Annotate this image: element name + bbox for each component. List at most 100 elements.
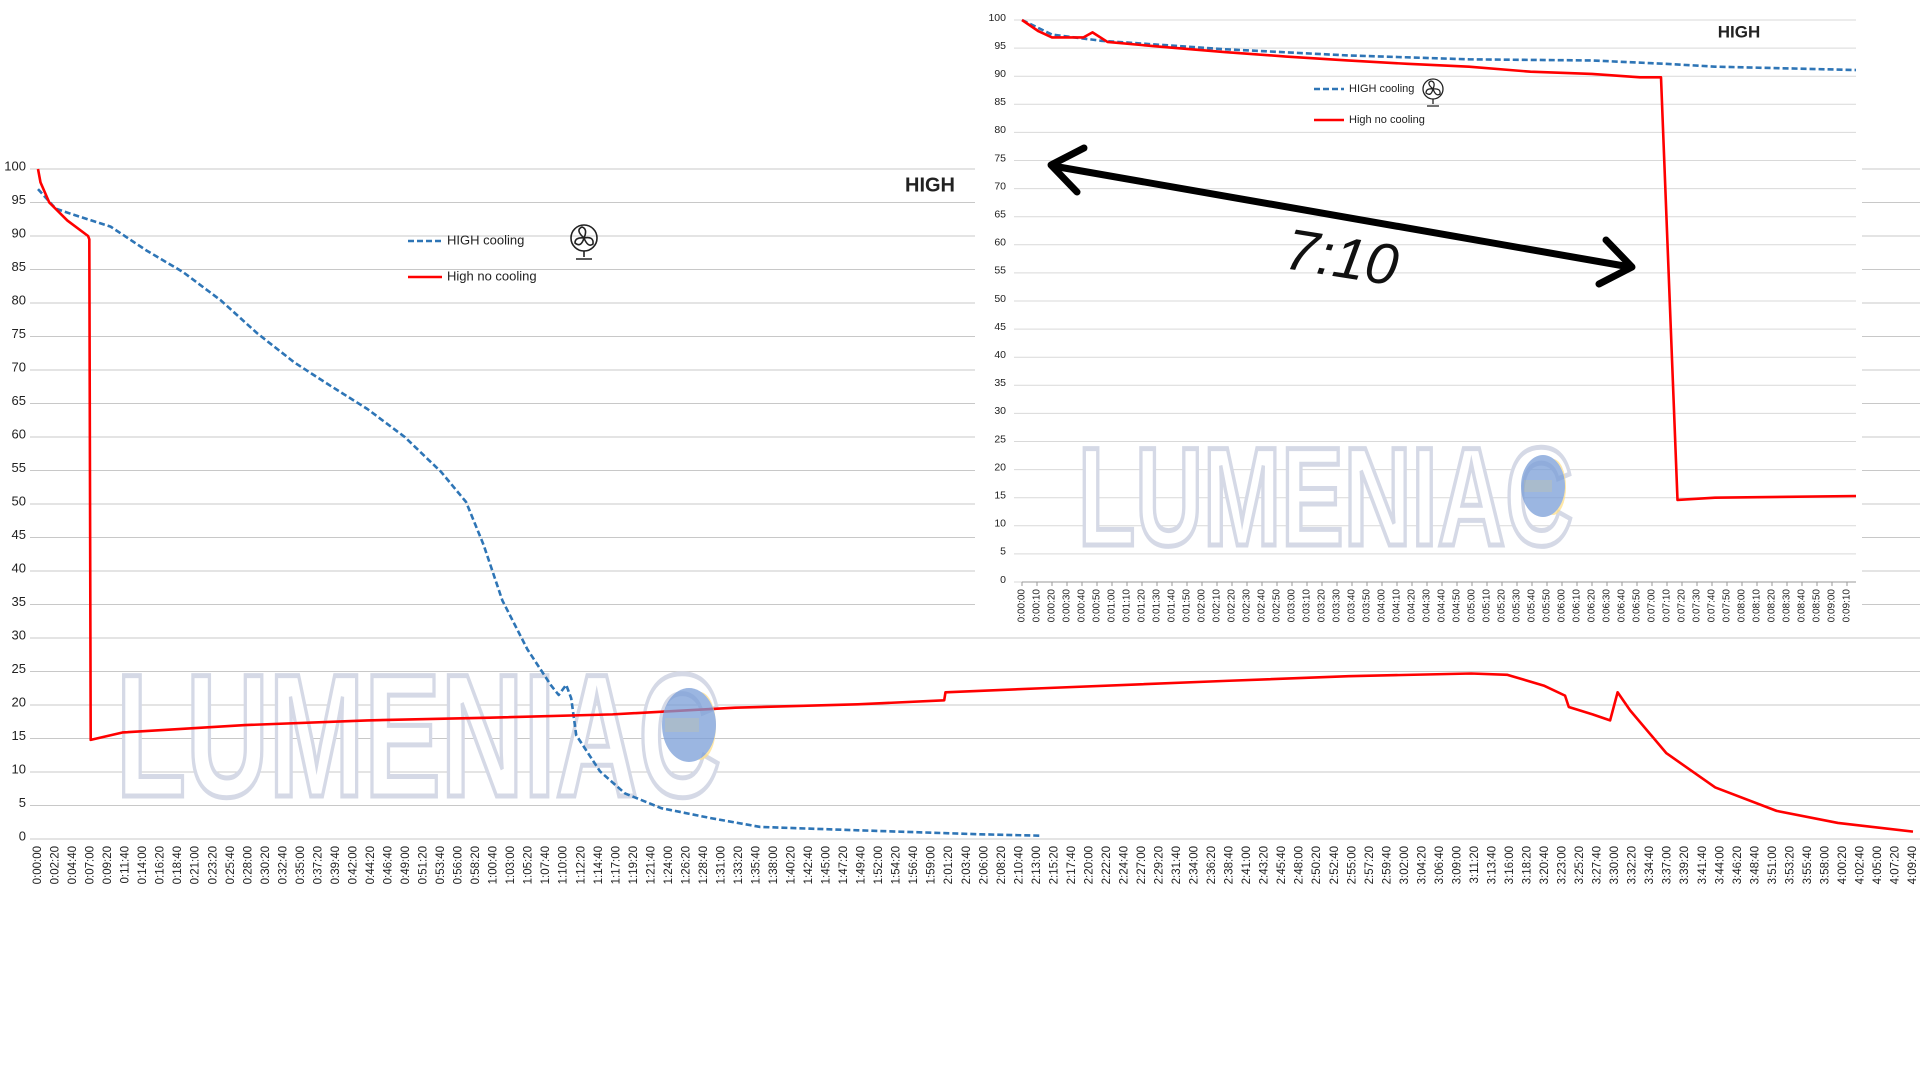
x-tick-label: 3:41:40 bbox=[1697, 846, 1709, 884]
x-tick-label: 0:09:00 bbox=[1827, 589, 1838, 623]
x-tick-label: 1:07:40 bbox=[540, 846, 552, 884]
x-tick-label: 0:05:50 bbox=[1542, 589, 1553, 623]
x-tick-label: 0:02:20 bbox=[1227, 589, 1238, 623]
x-tick-label: 1:17:00 bbox=[610, 846, 622, 884]
legend-label: High no cooling bbox=[447, 268, 537, 283]
x-tick-label: 0:07:00 bbox=[85, 846, 97, 884]
x-tick-label: 0:04:40 bbox=[67, 846, 79, 884]
y-tick-label: 20 bbox=[994, 461, 1006, 473]
x-tick-label: 0:05:20 bbox=[1497, 589, 1508, 623]
y-tick-label: 50 bbox=[994, 293, 1006, 305]
x-tick-label: 1:19:20 bbox=[628, 846, 640, 884]
x-tick-label: 3:55:40 bbox=[1802, 846, 1814, 884]
x-tick-label: 0:46:40 bbox=[382, 846, 394, 884]
x-tick-label: 0:53:40 bbox=[435, 846, 447, 884]
x-tick-label: 0:35:00 bbox=[295, 846, 307, 884]
x-tick-label: 0:08:30 bbox=[1782, 589, 1793, 623]
y-tick-label: 15 bbox=[994, 489, 1006, 501]
y-tick-label: 60 bbox=[12, 426, 26, 441]
main-decorations bbox=[570, 224, 716, 762]
y-tick-label: 70 bbox=[12, 359, 26, 374]
x-tick-label: 2:41:00 bbox=[1241, 846, 1253, 884]
x-tick-label: 4:00:20 bbox=[1837, 846, 1849, 884]
y-tick-label: 60 bbox=[994, 237, 1006, 249]
x-tick-label: 1:52:00 bbox=[873, 846, 885, 884]
x-tick-label: 0:23:20 bbox=[207, 846, 219, 884]
y-tick-label: 85 bbox=[12, 259, 26, 274]
x-tick-label: 3:18:20 bbox=[1522, 846, 1534, 884]
x-tick-label: 3:34:40 bbox=[1644, 846, 1656, 884]
x-tick-label: 0:03:40 bbox=[1347, 589, 1358, 623]
x-tick-label: 0:06:40 bbox=[1617, 589, 1628, 623]
series-line bbox=[1021, 18, 1857, 502]
x-tick-label: 2:06:00 bbox=[978, 846, 990, 884]
x-tick-label: 0:01:10 bbox=[1122, 589, 1133, 623]
x-tick-label: 2:34:00 bbox=[1189, 846, 1201, 884]
x-tick-label: 1:49:40 bbox=[856, 846, 868, 884]
x-tick-label: 0:04:50 bbox=[1452, 589, 1463, 623]
y-tick-label: 85 bbox=[994, 96, 1006, 108]
x-tick-label: 0:08:10 bbox=[1752, 589, 1763, 623]
x-tick-label: 2:36:20 bbox=[1206, 846, 1218, 884]
x-tick-label: 0:32:40 bbox=[277, 846, 289, 884]
x-tick-label: 0:06:30 bbox=[1602, 589, 1613, 623]
fan-icon bbox=[1422, 78, 1444, 107]
x-tick-label: 0:06:50 bbox=[1632, 589, 1643, 623]
x-tick-label: 0:08:20 bbox=[1767, 589, 1778, 623]
x-tick-label: 0:58:20 bbox=[470, 846, 482, 884]
x-tick-label: 1:21:40 bbox=[645, 846, 657, 884]
x-tick-label: 0:09:10 bbox=[1842, 589, 1853, 623]
y-tick-label: 100 bbox=[4, 158, 26, 173]
y-tick-label: 90 bbox=[12, 225, 26, 240]
y-tick-label: 40 bbox=[994, 349, 1006, 361]
x-tick-label: 0:03:20 bbox=[1317, 589, 1328, 623]
y-tick-label: 15 bbox=[12, 728, 26, 743]
x-tick-label: 2:57:20 bbox=[1364, 846, 1376, 884]
x-tick-label: 2:03:40 bbox=[961, 846, 973, 884]
y-tick-label: 25 bbox=[12, 661, 26, 676]
x-tick-label: 1:47:20 bbox=[838, 846, 850, 884]
x-tick-label: 0:02:00 bbox=[1197, 589, 1208, 623]
x-tick-label: 2:38:40 bbox=[1224, 846, 1236, 884]
x-tick-label: 3:39:20 bbox=[1679, 846, 1691, 884]
main-chart: 0510152025303540455055606570758085909510… bbox=[4, 158, 1920, 884]
x-tick-label: 0:02:50 bbox=[1272, 589, 1283, 623]
x-tick-label: 3:16:00 bbox=[1504, 846, 1516, 884]
x-tick-label: 1:56:40 bbox=[908, 846, 920, 884]
legend-label: High no cooling bbox=[1349, 114, 1425, 126]
x-tick-label: 0:05:10 bbox=[1482, 589, 1493, 623]
x-tick-label: 0:01:50 bbox=[1182, 589, 1193, 623]
x-tick-label: 0:07:00 bbox=[1647, 589, 1658, 623]
x-tick-label: 0:07:20 bbox=[1677, 589, 1688, 623]
x-tick-label: 0:04:40 bbox=[1437, 589, 1448, 623]
y-tick-label: 75 bbox=[994, 152, 1006, 164]
x-tick-label: 2:52:40 bbox=[1329, 846, 1341, 884]
x-tick-label: 2:24:40 bbox=[1118, 846, 1130, 884]
y-tick-label: 35 bbox=[994, 377, 1006, 389]
y-tick-label: 65 bbox=[994, 208, 1006, 220]
x-tick-label: 0:51:20 bbox=[418, 846, 430, 884]
x-tick-label: 0:01:20 bbox=[1137, 589, 1148, 623]
y-tick-label: 55 bbox=[994, 265, 1006, 277]
x-tick-label: 0:04:00 bbox=[1377, 589, 1388, 623]
x-tick-label: 0:00:00 bbox=[1017, 589, 1028, 623]
x-tick-label: 0:02:40 bbox=[1257, 589, 1268, 623]
x-tick-label: 3:20:40 bbox=[1539, 846, 1551, 884]
x-tick-label: 2:20:00 bbox=[1083, 846, 1095, 884]
y-tick-label: 75 bbox=[12, 326, 26, 341]
y-tick-label: 5 bbox=[1000, 546, 1006, 558]
x-tick-label: 2:15:20 bbox=[1048, 846, 1060, 884]
x-tick-label: 2:22:20 bbox=[1101, 846, 1113, 884]
x-tick-label: 3:23:00 bbox=[1557, 846, 1569, 884]
x-tick-label: 1:38:00 bbox=[768, 846, 780, 884]
y-tick-label: 0 bbox=[1000, 574, 1006, 586]
x-tick-label: 0:42:00 bbox=[347, 846, 359, 884]
x-tick-label: 3:09:00 bbox=[1451, 846, 1463, 884]
y-tick-label: 0 bbox=[19, 828, 26, 843]
x-tick-label: 0:07:50 bbox=[1722, 589, 1733, 623]
x-tick-label: 0:00:20 bbox=[1047, 589, 1058, 623]
x-tick-label: 0:04:20 bbox=[1407, 589, 1418, 623]
y-tick-label: 100 bbox=[988, 12, 1006, 24]
x-tick-label: 1:31:00 bbox=[715, 846, 727, 884]
